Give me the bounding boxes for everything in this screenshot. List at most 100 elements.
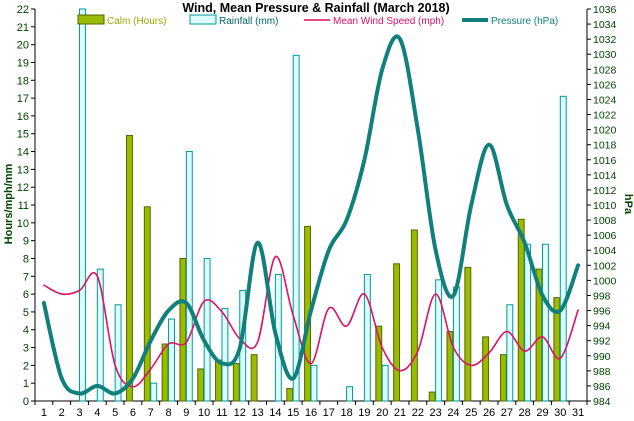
y2-tick-label: 1004 [593,245,617,257]
x-tick-label: 20 [376,407,388,419]
y-axis-label: Hours/mph/mm [3,163,15,244]
y2-tick-label: 998 [593,290,611,302]
y-tick-label: 14 [17,147,29,159]
y-tick-label: 0 [23,396,29,408]
calm-bar [197,368,205,402]
y-tick-label: 19 [17,57,29,69]
y-tick-label: 20 [17,40,29,52]
rainfall-bar [96,268,104,402]
y-tick-label: 21 [17,22,29,34]
y2-tick-label: 990 [593,351,611,363]
y2-tick-label: 1030 [593,49,617,61]
legend-swatch [77,14,105,25]
calm-bar [250,354,258,402]
rainfall-bar [150,382,158,402]
y2-tick-label: 1012 [593,185,617,197]
y-tick-label: 2 [23,360,29,372]
y2-tick-label: 984 [593,396,611,408]
y2-axis-label: hPa [622,194,634,215]
calm-bar [428,391,436,402]
y2-tick-label: 1032 [593,34,617,46]
y2-tick-label: 1028 [593,64,617,76]
y-tick-label: 13 [17,164,29,176]
y2-tick-label: 996 [593,306,611,318]
x-tick-label: 4 [94,407,100,419]
x-tick-label: 14 [269,407,281,419]
x-tick-label: 28 [519,407,531,419]
y-tick-label: 4 [23,325,29,337]
x-tick-label: 12 [234,407,246,419]
y2-tick-label: 1000 [593,275,617,287]
y-tick-label: 6 [23,289,29,301]
x-tick-label: 1 [41,407,47,419]
y2-tick-label: 1006 [593,230,617,242]
x-tick-label: 15 [287,407,299,419]
y-tick-label: 7 [23,271,29,283]
x-tick-label: 16 [305,407,317,419]
x-tick-label: 11 [216,407,227,419]
x-tick-label: 21 [394,407,406,419]
y-tick-label: 17 [17,93,29,105]
calm-bar [517,218,525,402]
rainfall-bar [435,279,443,402]
y2-tick-label: 1016 [593,155,617,167]
y2-tick-label: 1026 [593,79,617,91]
legend-label: Rainfall (mm) [219,16,278,27]
x-tick-label: 17 [323,407,335,419]
calm-bar [232,363,240,402]
rainfall-bar [452,286,460,402]
y-tick-label: 1 [23,378,29,390]
y-tick-label: 5 [23,307,29,319]
rainfall-bar [168,318,175,402]
rainfall-bar [381,364,389,402]
y2-tick-label: 988 [593,366,611,378]
legend: Calm (Hours) Rainfall (mm) Mean Wind Speed… [77,14,558,27]
x-tick-label: 19 [358,407,370,419]
calm-bar [499,354,507,402]
y-tick-label: 12 [17,182,29,194]
rainfall-bar [185,151,193,402]
y2-tick-label: 1018 [593,140,617,152]
calm-bar [286,388,294,402]
legend-item: Pressure (hPa) [462,16,558,27]
y-tick-label: 8 [23,253,29,265]
calm-bar [393,263,401,402]
x-tick-label: 23 [430,407,442,419]
rainfall-bar [310,364,318,402]
x-tick-label: 2 [59,407,65,419]
rainfall-bar [363,273,371,402]
x-tick-label: 27 [501,407,513,419]
legend-swatch [189,14,217,25]
calm-bar [143,206,151,402]
y2-tick-label: 1020 [593,125,617,137]
rainfall-bar [346,386,354,402]
x-tick-label: 6 [130,407,136,419]
rainfall-bar [559,95,567,402]
x-tick-label: 8 [165,407,171,419]
rainfall-bar [524,243,532,402]
y2-tick-label: 1010 [593,200,617,212]
legend-item: Mean Wind Speed (mph) [304,16,444,27]
y2-tick-label: 1014 [593,170,617,182]
chart-title: Wind, Mean Pressure & Rainfall (March 20… [182,1,449,15]
y2-tick-label: 992 [593,336,611,348]
x-tick-label: 29 [536,407,548,419]
rainfall-bar [114,304,122,402]
calm-bar [375,325,383,402]
y2-tick-label: 1002 [593,260,617,272]
rainfall-bar [541,243,549,402]
x-tick-label: 25 [465,407,477,419]
calm-bar [464,266,472,402]
rainfall-bar [506,304,514,402]
calm-bar [179,257,187,402]
plot-area: 0123456789101112131415161718192021229849… [17,4,617,419]
y2-tick-label: 1036 [593,4,617,16]
legend-item: Calm (Hours) [77,14,166,27]
x-tick-label: 13 [251,407,263,419]
y-tick-label: 22 [17,4,29,16]
y2-tick-label: 986 [593,381,611,393]
y-tick-label: 10 [17,218,29,230]
x-tick-label: 30 [554,407,566,419]
wind-speed-line [43,255,579,388]
